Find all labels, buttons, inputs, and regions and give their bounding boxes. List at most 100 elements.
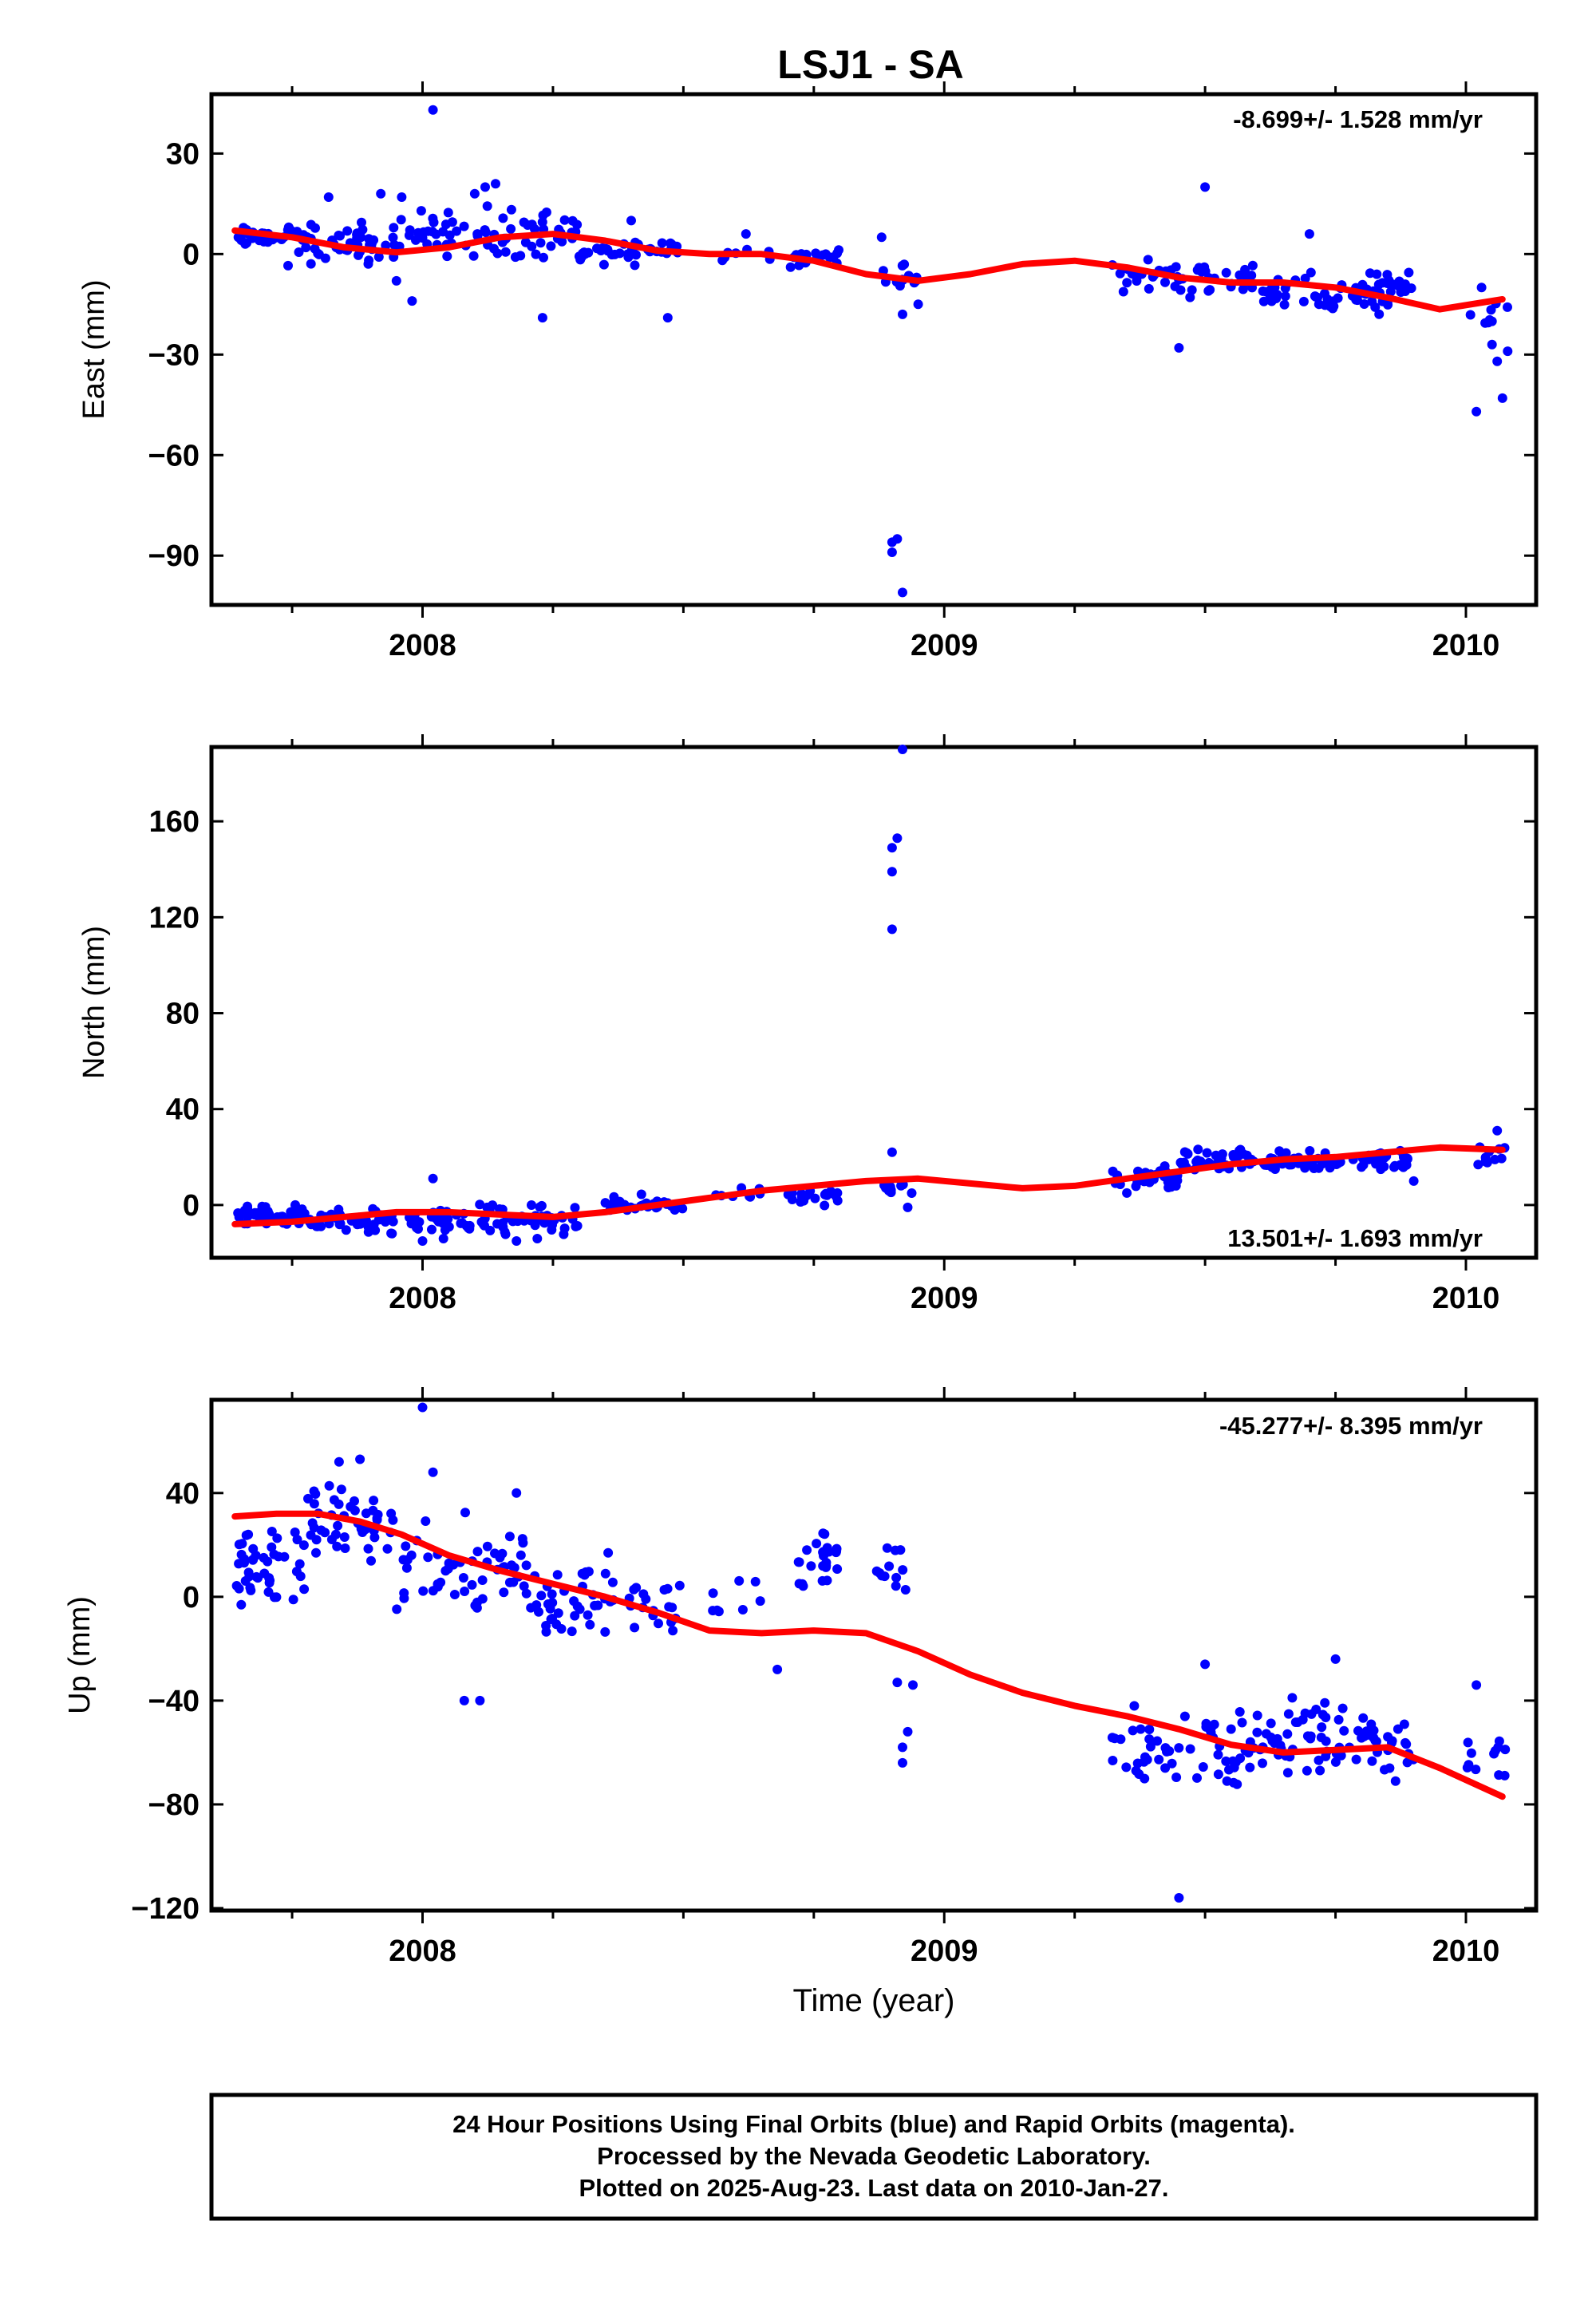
up-data-point (234, 1539, 244, 1550)
east-data-point (376, 188, 386, 199)
panel-up-rate: -45.277+/- 8.395 mm/yr (1219, 1412, 1483, 1440)
panel-east-fit-line (231, 227, 1506, 313)
north-data-point (512, 1236, 522, 1246)
up-data-point (1300, 1708, 1310, 1718)
east-data-point (1143, 255, 1153, 265)
east-data-point (459, 221, 469, 231)
east-data-point (1238, 284, 1248, 294)
north-data-point (1357, 1162, 1367, 1172)
up-data-point (1316, 1733, 1326, 1742)
panel-east-frame (209, 92, 1539, 607)
up-data-point (1192, 1773, 1202, 1783)
up-data-point (459, 1695, 469, 1705)
up-data-point (472, 1547, 483, 1557)
panel-up-ylabel: Up (mm) (63, 1596, 97, 1714)
north-data-point (1305, 1146, 1315, 1156)
east-data-point (1122, 278, 1132, 288)
up-data-point (908, 1680, 918, 1690)
east-data-point (1503, 346, 1513, 357)
up-data-point (467, 1579, 477, 1590)
east-data-point (294, 247, 304, 257)
up-data-point (1282, 1729, 1293, 1739)
north-data-point (832, 1196, 843, 1206)
up-data-point (534, 1607, 543, 1617)
up-data-point (516, 1550, 526, 1560)
up-data-point (1235, 1707, 1245, 1717)
north-data-point (887, 867, 897, 877)
up-data-point (898, 1565, 908, 1575)
east-data-point (592, 243, 602, 254)
east-data-point (630, 260, 640, 271)
east-data-point (1484, 314, 1495, 325)
up-data-point (477, 1575, 488, 1585)
north-data-point (886, 1188, 896, 1198)
east-data-point (1174, 342, 1184, 353)
up-data-point (1266, 1732, 1276, 1742)
east-data-point (310, 243, 320, 254)
up-data-point (1315, 1765, 1325, 1776)
up-data-point (1185, 1744, 1195, 1754)
up-data-point (1369, 1725, 1379, 1736)
north-data-point (1408, 1176, 1419, 1186)
north-data-point (1202, 1148, 1212, 1158)
east-data-point (913, 299, 923, 310)
up-data-point (1174, 1743, 1184, 1753)
up-ytick-label: −80 (148, 1788, 200, 1822)
up-data-point (882, 1543, 892, 1553)
north-data-point (1238, 1148, 1248, 1159)
east-ytick-label: −60 (148, 439, 200, 472)
east-data-point (342, 226, 353, 236)
east-data-point (785, 262, 796, 272)
north-data-point (1480, 1156, 1491, 1167)
east-data-point (834, 245, 843, 255)
up-data-point (818, 1528, 828, 1539)
east-data-point (1382, 270, 1393, 280)
up-data-point (1174, 1893, 1184, 1903)
east-data-point (480, 227, 491, 238)
up-data-point (320, 1528, 330, 1538)
east-data-point (416, 206, 426, 216)
up-data-point (772, 1664, 783, 1674)
up-data-point (898, 1742, 907, 1753)
east-data-point (559, 215, 570, 225)
up-data-point (737, 1605, 748, 1614)
up-data-point (1333, 1714, 1344, 1725)
north-ytick-label: 120 (149, 901, 200, 935)
north-data-point (1211, 1150, 1221, 1160)
north-data-point (903, 1202, 913, 1212)
east-data-point (1320, 288, 1329, 298)
up-data-point (264, 1573, 275, 1583)
up-data-point (600, 1568, 610, 1579)
east-data-point (1205, 285, 1215, 295)
up-data-point (253, 1573, 263, 1583)
up-data-point (399, 1588, 409, 1599)
up-data-point (417, 1402, 428, 1413)
east-data-point (363, 259, 373, 269)
north-data-point (1270, 1164, 1280, 1174)
up-data-point (1108, 1756, 1118, 1765)
up-data-point (1213, 1749, 1223, 1760)
up-data-point (1317, 1722, 1327, 1733)
up-data-point (382, 1543, 393, 1554)
east-data-point (396, 215, 406, 225)
up-data-point (311, 1535, 322, 1545)
up-data-point (1213, 1769, 1223, 1780)
up-data-point (600, 1626, 610, 1637)
up-data-point (1314, 1755, 1324, 1765)
up-data-point (641, 1594, 651, 1604)
north-data-point (240, 1207, 251, 1218)
north-data-point (290, 1199, 300, 1210)
east-data-point (626, 215, 636, 226)
up-data-point (581, 1567, 591, 1577)
up-data-point (884, 1561, 895, 1571)
east-data-point (1258, 296, 1269, 306)
up-data-point (521, 1560, 531, 1571)
up-data-point (1160, 1763, 1171, 1773)
east-data-point (1304, 229, 1314, 239)
up-data-point (339, 1532, 350, 1542)
up-data-point (668, 1626, 678, 1636)
up-data-point (499, 1587, 509, 1598)
up-data-point (1144, 1734, 1155, 1745)
up-data-point (812, 1539, 822, 1549)
north-data-point (822, 1190, 832, 1200)
